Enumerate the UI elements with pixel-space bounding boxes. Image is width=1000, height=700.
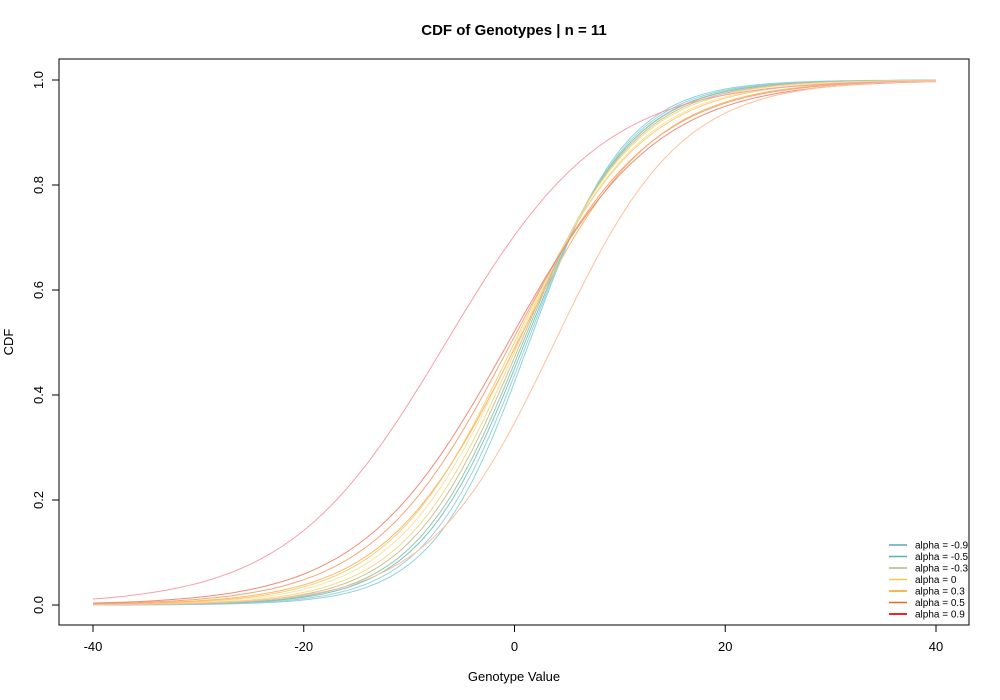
- y-tick-label: 0.6: [31, 281, 46, 299]
- series-line-8: [92, 80, 937, 605]
- x-axis-label: Genotype Value: [468, 669, 560, 684]
- series-line-7: [92, 80, 937, 605]
- legend-label: alpha = 0.3: [915, 587, 965, 598]
- series-line-11: [92, 81, 937, 604]
- series-line-10: [92, 80, 937, 605]
- legend-label: alpha = -0.9: [915, 541, 969, 552]
- legend-label: alpha = 0: [915, 575, 957, 586]
- legend-label: alpha = 0.5: [915, 598, 965, 609]
- series-line-6: [92, 79, 937, 606]
- legend-label: alpha = 0.9: [915, 610, 965, 621]
- x-tick-label: 20: [718, 639, 732, 654]
- series-line-13: [93, 80, 937, 606]
- x-tick-label: -40: [84, 639, 103, 654]
- series-line-12: [92, 80, 937, 600]
- y-tick-label: 0.0: [31, 596, 46, 614]
- legend-label: alpha = -0.5: [915, 552, 969, 563]
- series-layer: [92, 79, 937, 606]
- y-tick-label: 0.4: [31, 386, 46, 404]
- plot-frame: [58, 58, 970, 626]
- x-axis: -40 -20 0 20 40: [84, 624, 943, 654]
- series-line-4: [93, 79, 937, 606]
- x-tick-label: 0: [511, 639, 518, 654]
- y-tick-label: 0.8: [31, 176, 46, 194]
- x-tick-label: 40: [929, 639, 943, 654]
- legend-label: alpha = -0.3: [915, 564, 969, 575]
- x-tick-label: -20: [294, 639, 313, 654]
- series-line-9: [92, 80, 937, 605]
- y-tick-label: 0.2: [31, 491, 46, 509]
- y-axis: 0.0 0.2 0.4 0.6 0.8 1.0: [31, 71, 60, 614]
- y-tick-label: 1.0: [31, 71, 46, 89]
- chart-title: CDF of Genotypes | n = 11: [421, 22, 607, 39]
- y-axis-label: CDF: [1, 329, 16, 356]
